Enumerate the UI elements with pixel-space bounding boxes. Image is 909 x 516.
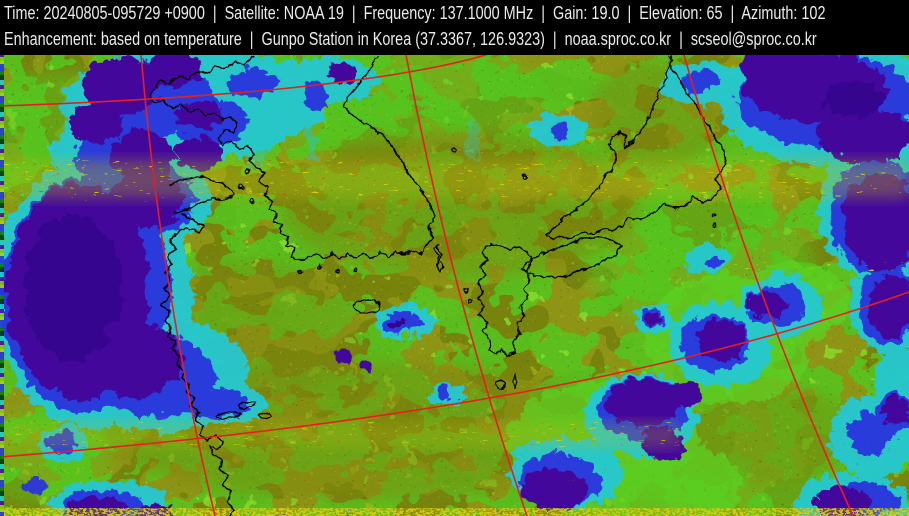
noise-band-bottom-edge	[0, 508, 909, 516]
graticule-parallel-1	[0, 55, 487, 107]
sync-edge-artifact	[0, 55, 4, 516]
telemetry-header: Time: 20240805-095729 +0900 | Satellite:…	[0, 0, 909, 55]
graticule-meridian-3	[683, 55, 854, 516]
graticule-meridian-2	[405, 55, 528, 516]
graticule-meridian-1	[140, 55, 216, 516]
graticule-parallel-2	[0, 291, 909, 458]
header-line-1: Time: 20240805-095729 +0900 | Satellite:…	[4, 3, 826, 23]
apt-image-svg	[0, 55, 909, 516]
noise-band-right	[735, 262, 909, 272]
satellite-image	[0, 55, 909, 516]
noise-band-upper	[0, 156, 909, 202]
graticule-layer	[0, 55, 909, 516]
header-line-2: Enhancement: based on temperature | Gunp…	[4, 29, 817, 49]
coastline-layer	[146, 55, 726, 516]
noise-band-lower	[0, 422, 909, 500]
